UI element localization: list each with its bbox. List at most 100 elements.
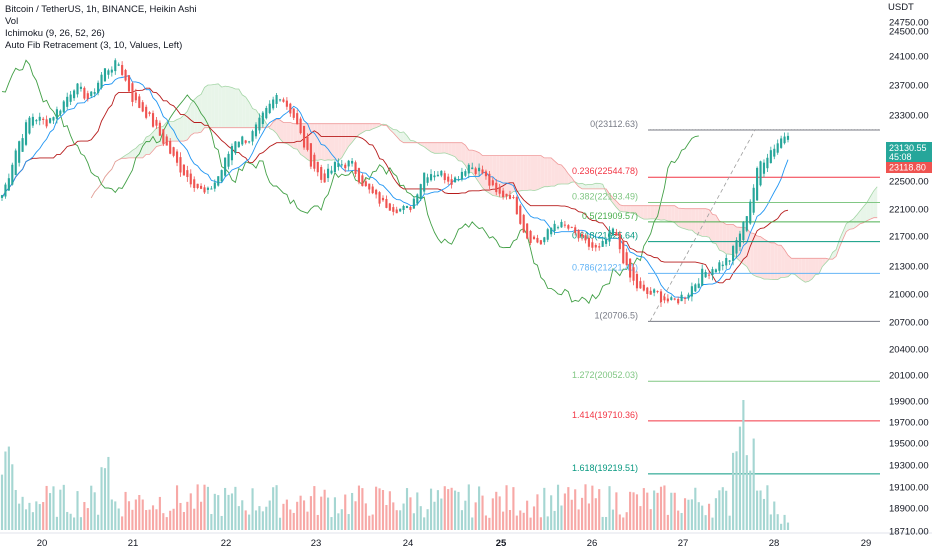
volume-bar xyxy=(7,446,10,530)
candle-body xyxy=(340,164,343,166)
volume-bar xyxy=(320,496,323,530)
volume-bar xyxy=(165,517,168,530)
volume-bar xyxy=(265,506,268,530)
volume-bar xyxy=(248,514,251,530)
candle-body xyxy=(677,298,680,304)
candle-body xyxy=(697,283,700,288)
cloud-segment xyxy=(352,123,356,143)
candle-body xyxy=(529,230,532,243)
volume-bar xyxy=(519,510,522,530)
volume-bar xyxy=(141,499,144,530)
fib-trend-line xyxy=(649,129,756,322)
candle-body xyxy=(577,230,580,239)
volume-bar xyxy=(275,485,278,530)
volume-bar xyxy=(337,513,340,530)
candle-body xyxy=(707,274,711,276)
candle-body xyxy=(100,74,103,88)
volume-bar xyxy=(550,495,553,530)
volume-bar xyxy=(217,495,220,530)
candle-body xyxy=(114,60,117,72)
cloud-segment xyxy=(444,142,449,154)
candle-body xyxy=(73,90,76,99)
cloud-segment xyxy=(482,155,486,192)
volume-bar xyxy=(556,484,560,530)
volume-bar xyxy=(21,496,24,530)
symbol-title[interactable]: Bitcoin / TetherUS, 1h, BINANCE, Heikin … xyxy=(5,4,197,15)
fib-indicator-label[interactable]: Auto Fib Retracement (3, 10, Values, Lef… xyxy=(5,40,183,51)
volume-bar xyxy=(491,498,494,530)
volume-bar xyxy=(591,485,594,530)
cloud-segment xyxy=(801,258,806,283)
volume-bar xyxy=(224,487,227,530)
cloud-segment xyxy=(540,155,545,189)
candle-body xyxy=(244,140,247,143)
volume-bar xyxy=(186,501,189,530)
cloud-segment xyxy=(128,150,133,158)
volume-bar xyxy=(701,505,704,530)
candle-body xyxy=(333,162,336,173)
vol-indicator-label[interactable]: Vol xyxy=(5,16,19,27)
candle-body xyxy=(752,187,755,213)
cloud-segment xyxy=(554,161,559,187)
volume-bar xyxy=(756,490,759,530)
candle-body xyxy=(351,160,354,164)
time-tick-label: 29 xyxy=(861,538,872,549)
time-tick-label: 25 xyxy=(496,538,507,549)
price-tick-label: 24100.00 xyxy=(889,52,929,63)
candle-body xyxy=(546,229,549,240)
ichimoku-indicator-label[interactable]: Ichimoku (9, 26, 52, 26) xyxy=(5,28,105,39)
cloud-segment xyxy=(509,155,514,195)
volume-bar xyxy=(344,494,347,530)
volume-bar xyxy=(409,497,412,530)
candle-body xyxy=(210,188,213,190)
volume-bar xyxy=(776,514,779,530)
volume-bar xyxy=(230,493,234,530)
volume-bar xyxy=(193,508,196,530)
cloud-segment xyxy=(630,205,634,213)
candle-body xyxy=(659,291,663,303)
volume-bar xyxy=(653,490,656,530)
candle-body xyxy=(148,112,151,114)
candle-body xyxy=(196,183,199,188)
candle-body xyxy=(268,103,271,113)
cloud-segment xyxy=(685,208,689,230)
cloud-segment xyxy=(513,155,517,192)
volume-bar xyxy=(745,455,748,530)
candle-body xyxy=(248,141,251,143)
cloud-segment xyxy=(231,87,236,128)
cloud-segment xyxy=(791,258,795,275)
cloud-segment xyxy=(166,121,171,142)
volume-bar xyxy=(707,503,711,530)
candle-body xyxy=(151,113,155,127)
volume-bar xyxy=(302,500,306,530)
time-tick-label: 28 xyxy=(769,538,780,549)
price-tick-label: 21000.00 xyxy=(889,290,929,301)
cloud-segment xyxy=(204,85,208,128)
cloud-segment xyxy=(434,142,438,154)
price-tick-label: 22100.00 xyxy=(889,205,929,216)
volume-bar xyxy=(615,492,618,530)
cloud-segment xyxy=(664,205,668,221)
candle-body xyxy=(285,100,288,107)
fib-retracement: 0(23112.63) 0.236(22544.78) 0.382(22193.49… xyxy=(572,119,880,475)
cloud-segment xyxy=(636,205,641,218)
candle-body xyxy=(478,167,481,172)
volume-bar xyxy=(577,509,580,530)
candle-body xyxy=(399,208,402,212)
cloud-segment xyxy=(276,118,281,139)
volume-bar xyxy=(148,509,151,530)
candle-body xyxy=(635,273,639,289)
candle-body xyxy=(608,230,611,242)
cloud-segment xyxy=(283,122,287,144)
candle-body xyxy=(618,233,621,250)
candle-body xyxy=(179,157,182,173)
time-tick-label: 20 xyxy=(37,538,48,549)
candle-body xyxy=(405,205,409,209)
tenkan-sen-line xyxy=(1,74,789,299)
volume-bar xyxy=(546,516,549,530)
candle-body xyxy=(213,182,216,189)
fib-level-label: 0(23112.63) xyxy=(590,119,638,129)
candle-body xyxy=(344,164,347,169)
